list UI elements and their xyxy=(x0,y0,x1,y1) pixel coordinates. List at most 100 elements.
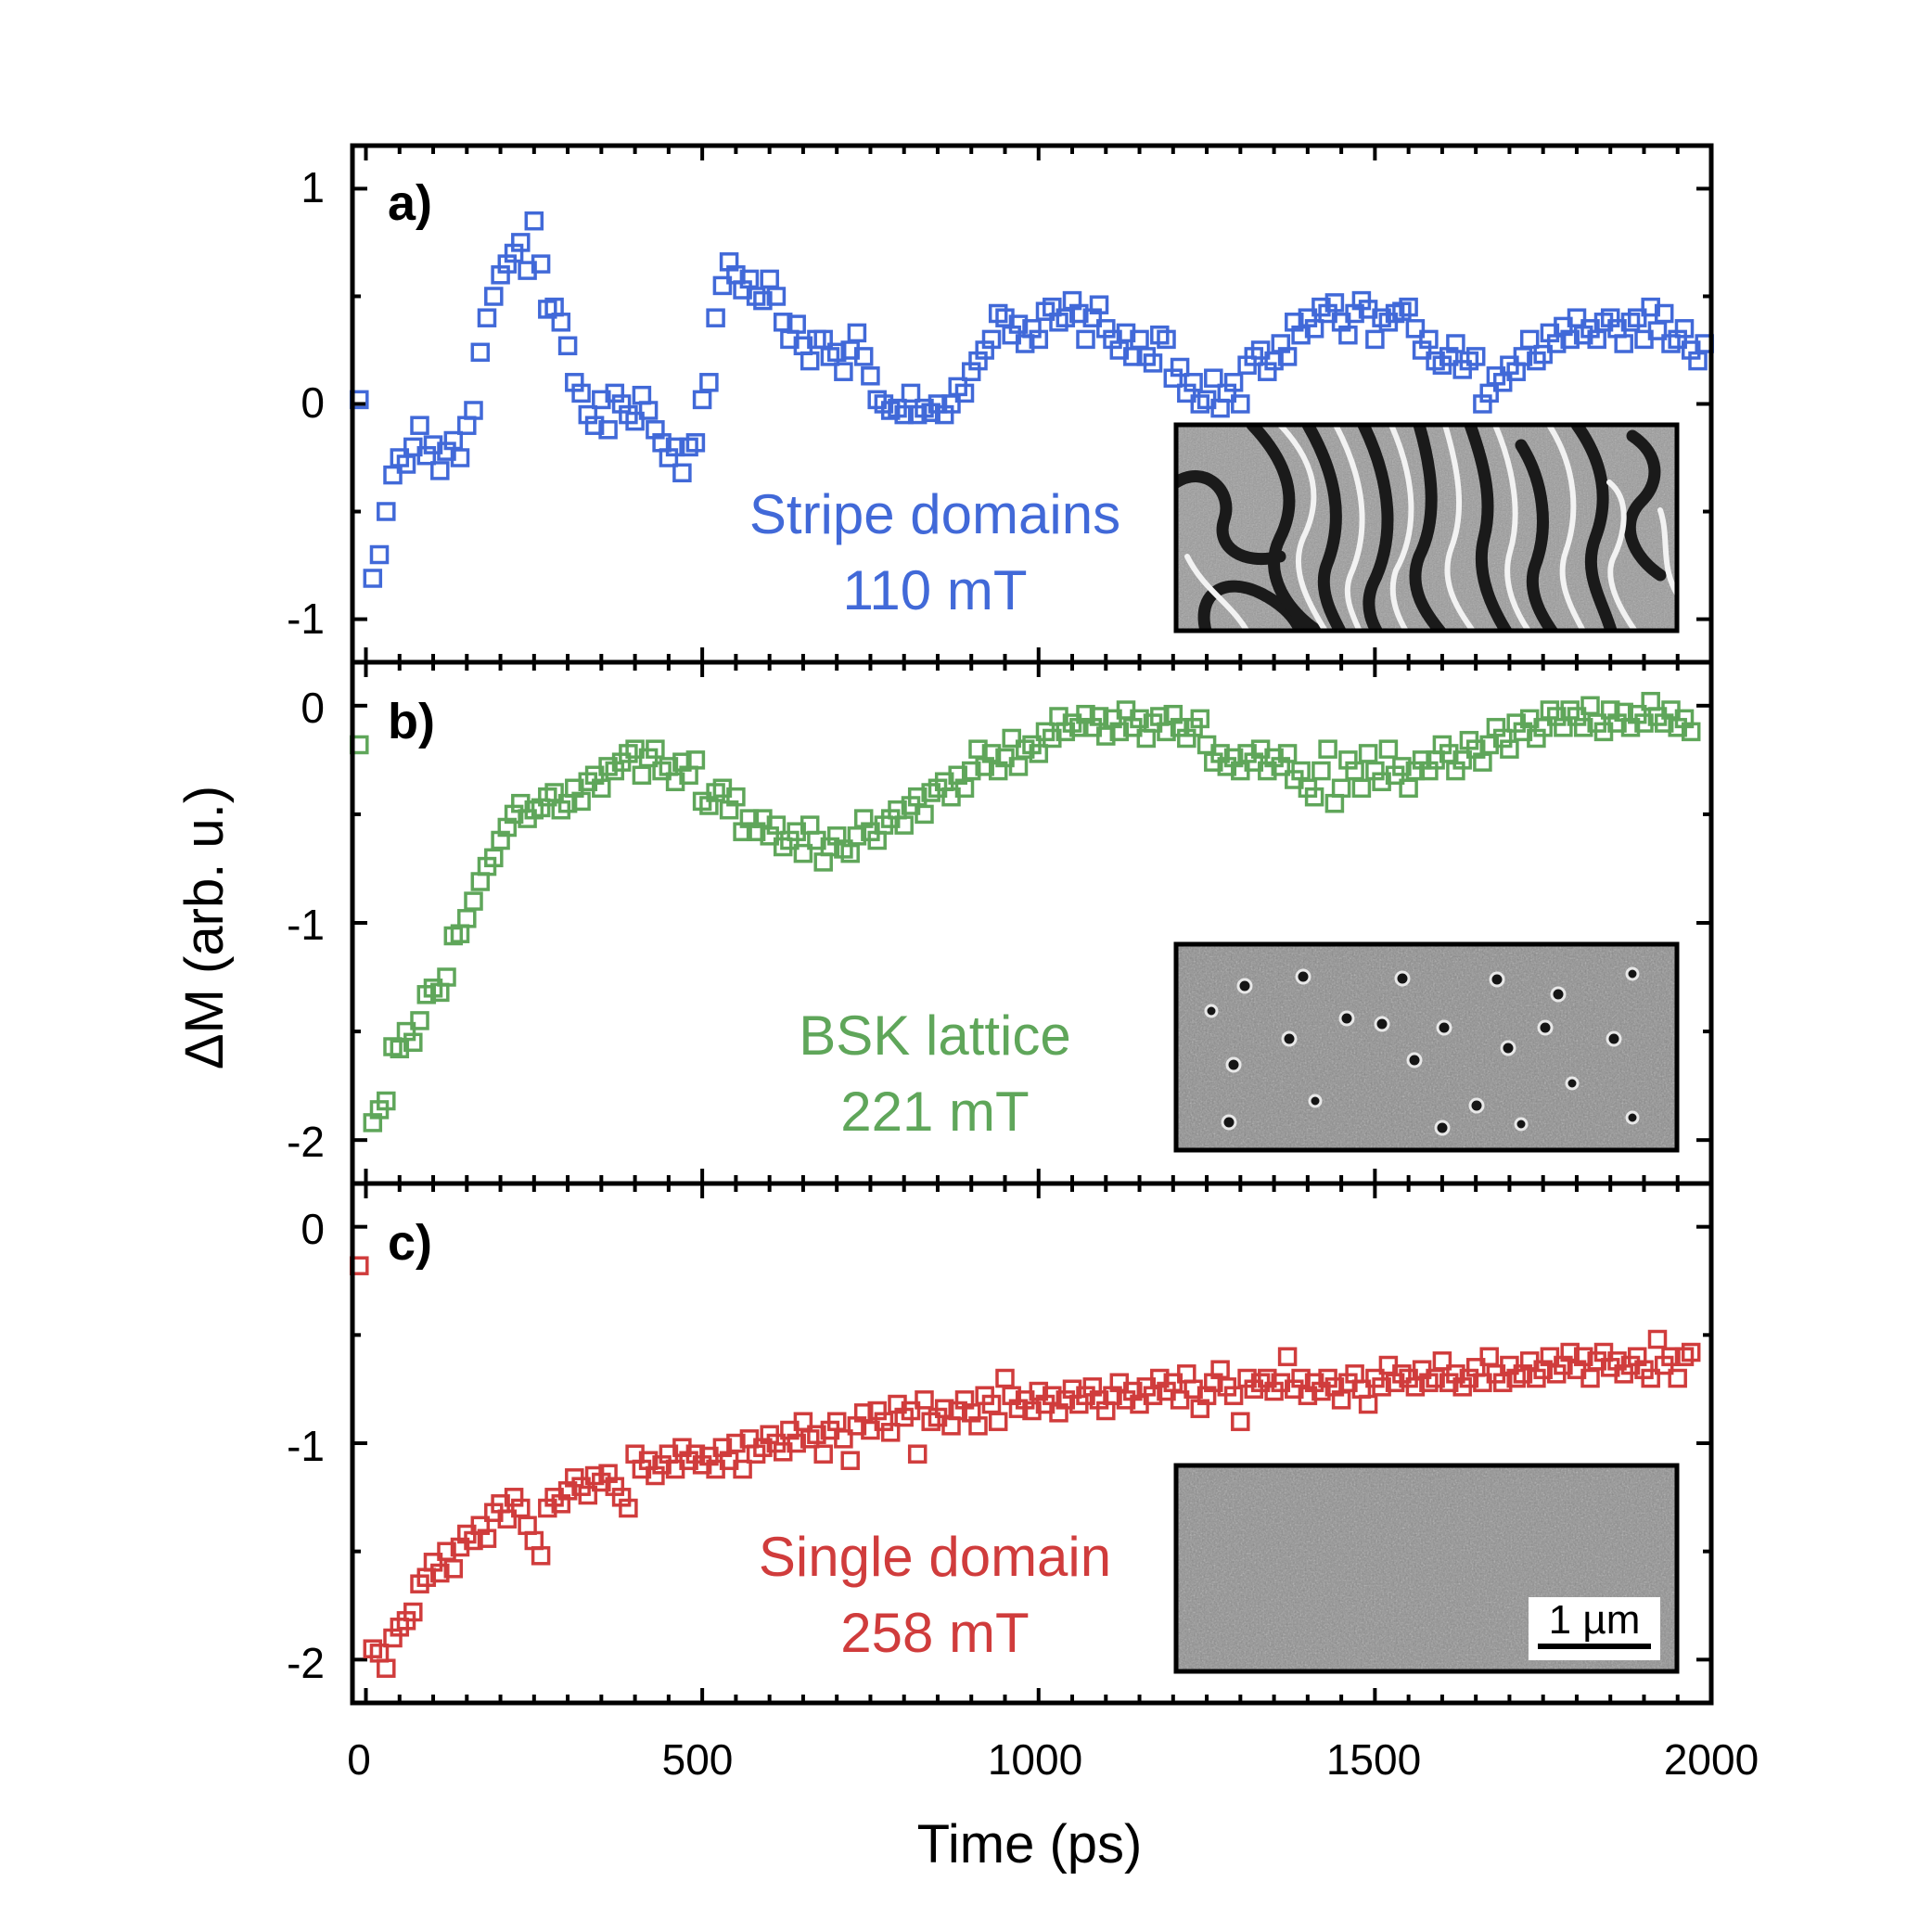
data-point xyxy=(619,1498,638,1518)
data-point xyxy=(853,347,874,366)
data-point xyxy=(685,750,706,770)
panel-label-b: b) xyxy=(388,694,435,749)
data-point xyxy=(1654,303,1674,324)
panel-b-series xyxy=(350,691,1701,1132)
annotation-bsk-lattice: BSK lattice xyxy=(799,1004,1070,1067)
data-point xyxy=(518,1516,537,1535)
data-point xyxy=(638,401,659,420)
data-point xyxy=(753,290,773,311)
data-point xyxy=(1358,744,1378,763)
data-point xyxy=(706,308,725,327)
data-point xyxy=(760,269,779,289)
data-point xyxy=(1351,778,1372,799)
data-point xyxy=(524,211,544,231)
x-axis-title: Time (ps) xyxy=(917,1814,1143,1874)
data-point xyxy=(1324,793,1345,813)
data-point xyxy=(592,778,611,799)
data-point xyxy=(981,329,1002,350)
data-point xyxy=(1419,329,1439,350)
data-point xyxy=(894,404,914,425)
data-point xyxy=(834,1429,853,1449)
data-point xyxy=(787,1433,806,1453)
data-point xyxy=(1008,314,1029,334)
data-point xyxy=(1223,1386,1244,1405)
data-point xyxy=(1399,297,1418,317)
data-point xyxy=(410,416,429,435)
panel-a-series xyxy=(350,211,1714,588)
data-point xyxy=(954,383,975,403)
data-point xyxy=(571,383,591,403)
data-point xyxy=(1533,718,1553,737)
data-point xyxy=(961,761,981,781)
data-point xyxy=(377,1658,396,1678)
data-point xyxy=(968,1416,988,1436)
data-point xyxy=(1157,329,1176,350)
data-point xyxy=(907,1444,928,1464)
data-point xyxy=(625,411,645,431)
panel-label-c: c) xyxy=(388,1215,432,1271)
data-point xyxy=(1231,394,1250,414)
y-axis-title: ΔM (arb. u.) xyxy=(174,786,235,1069)
data-point xyxy=(410,1011,429,1030)
data-point xyxy=(524,1530,544,1551)
data-point xyxy=(1452,750,1472,770)
inset-stripe-domains xyxy=(1173,422,1680,633)
data-point xyxy=(840,843,860,864)
data-point xyxy=(692,390,712,410)
data-point xyxy=(901,383,921,403)
data-point xyxy=(477,1529,497,1548)
data-point xyxy=(437,967,456,987)
data-point xyxy=(1130,709,1149,729)
data-point xyxy=(1029,329,1049,350)
data-point xyxy=(531,1546,551,1566)
data-point xyxy=(712,275,733,296)
data-point xyxy=(1641,1368,1660,1388)
data-point xyxy=(766,815,787,835)
data-point xyxy=(1223,373,1244,392)
data-point xyxy=(726,1433,746,1453)
panel-a: 1 0 -1 a) Stripe domains 110 mT xyxy=(287,146,1714,662)
data-point xyxy=(733,1459,752,1479)
data-point xyxy=(377,1091,396,1111)
data-point xyxy=(726,787,746,807)
data-point xyxy=(1184,373,1203,392)
scale-bar xyxy=(1538,1644,1651,1649)
data-point xyxy=(847,323,867,343)
data-point xyxy=(1143,353,1163,373)
data-point xyxy=(699,373,719,392)
data-point xyxy=(1674,319,1695,339)
x-tick-labels: 0 500 1000 1500 2000 xyxy=(347,1735,1759,1784)
y-tick-label: -2 xyxy=(287,1118,325,1166)
data-point xyxy=(901,1401,921,1421)
y-tick-label: -1 xyxy=(287,901,325,949)
panel-c-frame xyxy=(350,1181,1714,1706)
data-point xyxy=(665,437,685,457)
y-tick-label: 0 xyxy=(301,1205,325,1253)
data-point xyxy=(1231,1412,1250,1431)
data-point xyxy=(584,416,605,435)
data-point xyxy=(1365,329,1385,350)
y-tick-label: 0 xyxy=(301,684,325,732)
data-point xyxy=(531,254,551,274)
data-point xyxy=(450,448,470,467)
data-point xyxy=(457,909,477,928)
data-point xyxy=(988,1412,1008,1431)
data-point xyxy=(363,569,383,588)
data-point xyxy=(672,463,692,483)
data-point xyxy=(403,1602,423,1622)
data-point xyxy=(1647,1329,1668,1350)
annotation-single-domain: Single domain xyxy=(759,1526,1111,1588)
data-point xyxy=(1304,787,1324,807)
data-point xyxy=(834,362,853,381)
data-point xyxy=(1432,1351,1452,1371)
data-point xyxy=(1627,308,1647,327)
data-point xyxy=(1170,357,1190,377)
data-point xyxy=(511,233,531,252)
data-point xyxy=(840,1451,860,1470)
annotation-221mt: 221 mT xyxy=(840,1081,1029,1143)
data-point xyxy=(1318,739,1337,759)
data-point xyxy=(557,336,578,356)
data-point xyxy=(1519,329,1540,350)
data-point xyxy=(470,342,491,363)
data-point xyxy=(915,804,934,825)
